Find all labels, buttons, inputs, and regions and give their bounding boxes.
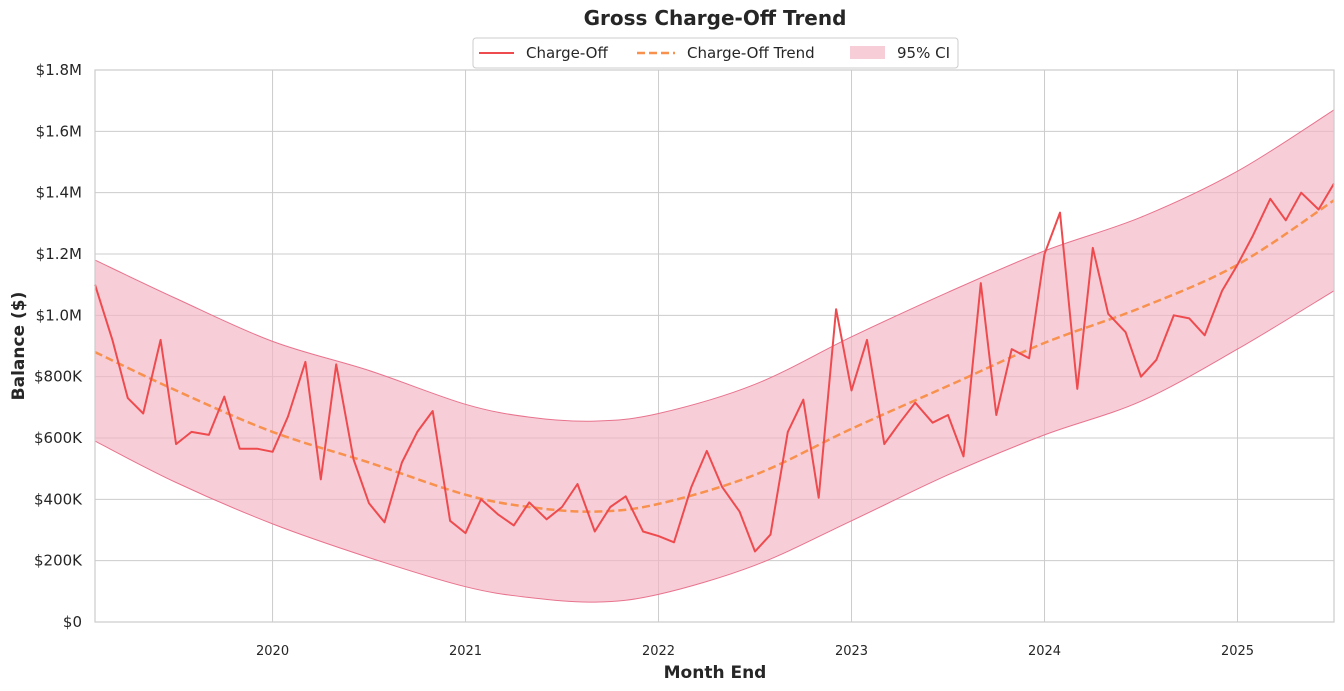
charge-off-line [94, 182, 1335, 553]
ci-upper-edge [94, 109, 1335, 422]
x-tick-label: 2021 [449, 644, 482, 659]
x-tick-label: 2020 [256, 644, 289, 659]
x-tick-label: 2025 [1221, 644, 1254, 659]
x-tick-label: 2022 [642, 644, 675, 659]
legend-label-charge-off: Charge-Off [526, 44, 608, 62]
x-tick-label: 2024 [1028, 644, 1061, 659]
x-tick-label: 2023 [835, 644, 868, 659]
x-axis-ticks: 2020 2021 2022 2023 2024 2025 [256, 644, 1254, 659]
y-tick-label: $800K [34, 368, 83, 386]
legend-frame [472, 37, 959, 69]
chart-title: Gross Charge-Off Trend [584, 6, 847, 30]
x-axis-label: Month End [664, 663, 767, 683]
ci-lower-edge [94, 290, 1335, 603]
ci-band [95, 109, 1334, 603]
y-tick-label: $1.0M [36, 306, 82, 324]
y-tick-label: $1.2M [36, 245, 82, 263]
y-tick-label: $0 [63, 613, 82, 631]
legend-label-ci: 95% CI [897, 44, 950, 62]
legend: Charge-Off Charge-Off Trend 95% CI [472, 37, 959, 69]
trend-line [94, 199, 1335, 513]
y-axis-label: Balance ($) [9, 292, 29, 401]
y-tick-label: $1.4M [36, 184, 82, 202]
y-axis-ticks: $0 $200K $400K $600K $800K $1.0M $1.2M $1.4M $1.… [34, 61, 83, 631]
y-tick-label: $200K [34, 552, 83, 570]
plot-frame [94, 69, 1335, 623]
y-tick-label: $1.6M [36, 122, 82, 140]
y-tick-label: $400K [34, 490, 83, 508]
y-tick-label: $1.8M [36, 61, 82, 79]
legend-swatch-ci [850, 46, 885, 59]
y-tick-label: $600K [34, 429, 83, 447]
legend-label-trend: Charge-Off Trend [687, 44, 815, 62]
